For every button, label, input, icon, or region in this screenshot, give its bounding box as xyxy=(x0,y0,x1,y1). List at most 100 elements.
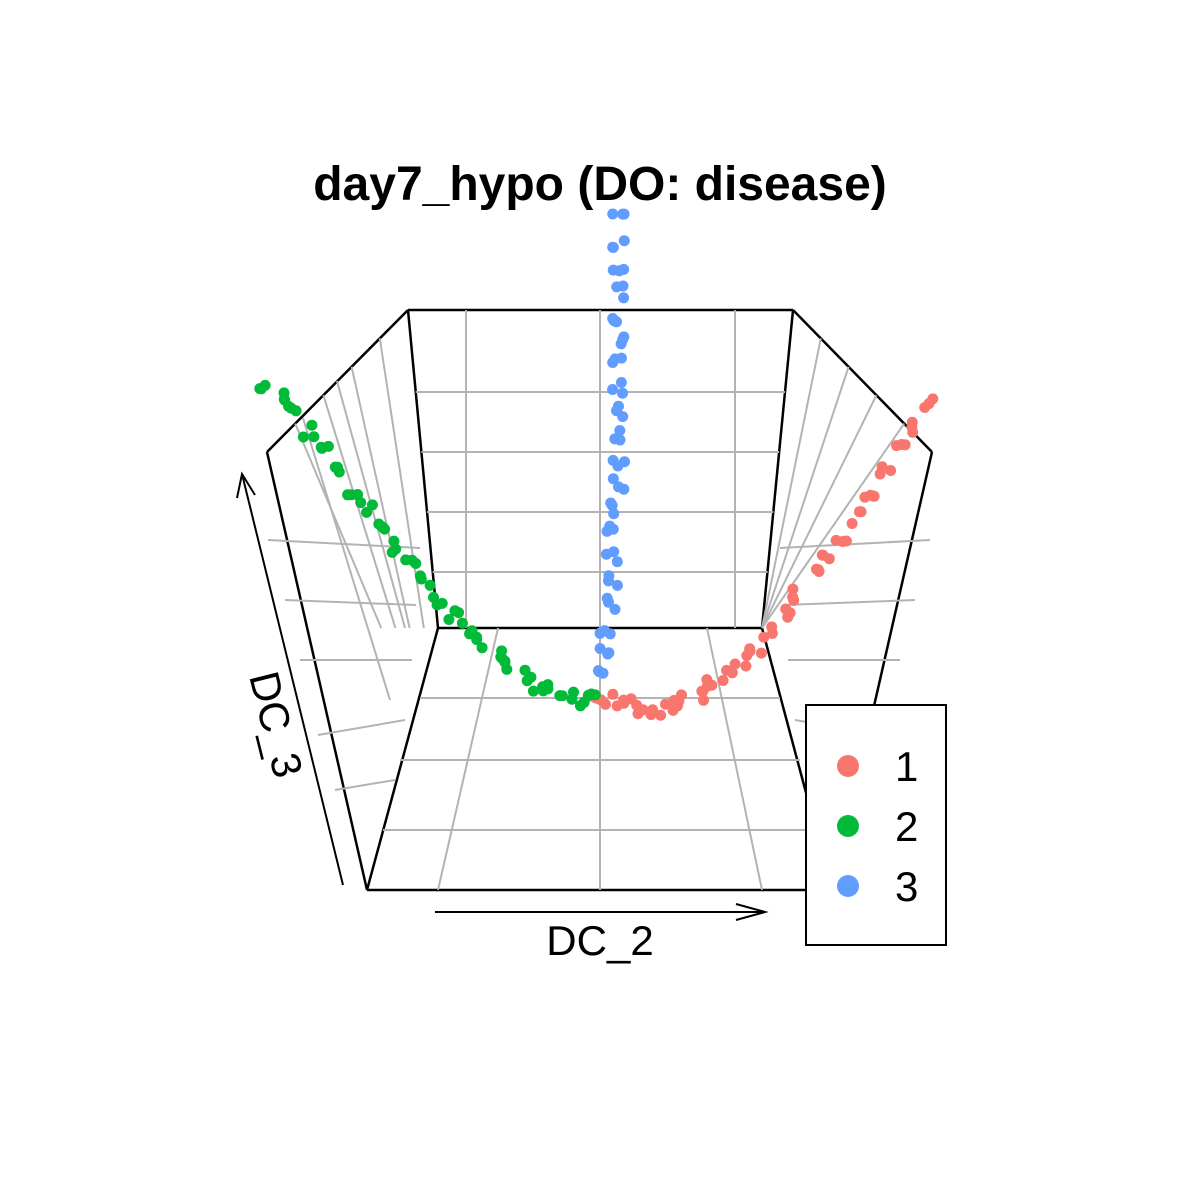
data-point-series-1 xyxy=(721,664,733,676)
legend-box xyxy=(805,704,947,946)
data-point-series-1 xyxy=(655,709,667,721)
data-point-series-1 xyxy=(919,402,931,413)
data-point-series-1 xyxy=(758,631,770,643)
data-point-series-1 xyxy=(701,680,713,692)
grid-line xyxy=(302,417,391,701)
data-point-series-2 xyxy=(308,431,320,443)
data-point-series-2 xyxy=(290,405,302,417)
data-point-series-2 xyxy=(456,617,468,629)
data-point-series-1 xyxy=(846,518,858,529)
grid-line xyxy=(284,599,417,606)
data-point-series-3 xyxy=(607,208,619,220)
data-point-series-3 xyxy=(607,313,619,324)
legend-label-1: 1 xyxy=(895,743,918,790)
legend-marker-3 xyxy=(837,875,859,897)
data-point-series-1 xyxy=(830,534,842,546)
data-point-series-2 xyxy=(388,535,400,547)
data-point-series-1 xyxy=(874,468,886,480)
data-point-series-3 xyxy=(617,280,629,292)
data-point-series-1 xyxy=(885,465,897,476)
grid-line xyxy=(761,366,850,629)
data-point-series-1 xyxy=(899,439,911,451)
data-point-series-3 xyxy=(618,208,630,220)
grid-lines xyxy=(267,310,931,891)
data-point-series-2 xyxy=(366,499,378,511)
y-axis-label: DC_3 xyxy=(240,667,312,783)
grid-line xyxy=(322,394,397,629)
data-point-series-3 xyxy=(608,508,620,520)
data-point-series-1 xyxy=(717,675,729,686)
data-point-series-2 xyxy=(537,681,549,693)
data-point-series-1 xyxy=(811,563,822,575)
data-point-series-3 xyxy=(613,265,625,277)
data-point-series-2 xyxy=(373,518,385,530)
grid-line xyxy=(350,366,411,629)
x-axis-label: DC_2 xyxy=(546,917,653,964)
data-point-series-1 xyxy=(823,553,835,565)
data-point-series-3 xyxy=(616,352,627,364)
data-point-series-3 xyxy=(618,483,630,495)
data-point-series-2 xyxy=(443,614,455,625)
data-point-series-2 xyxy=(578,696,590,708)
data-point-series-3 xyxy=(607,473,619,485)
data-point-series-3 xyxy=(594,643,606,654)
data-point-series-1 xyxy=(787,583,799,595)
data-point-series-2 xyxy=(332,461,343,473)
chart-title: day7_hypo (DO: disease) xyxy=(313,158,887,211)
data-point-series-1 xyxy=(631,699,643,711)
data-point-series-3 xyxy=(609,603,621,615)
data-point-series-3 xyxy=(611,579,623,591)
grid-line xyxy=(761,423,906,629)
data-point-series-2 xyxy=(495,651,507,663)
data-point-series-2 xyxy=(414,570,426,582)
grid-line xyxy=(378,338,425,629)
data-point-series-3 xyxy=(594,627,606,639)
x-axis-arrow xyxy=(435,903,769,921)
y-axis-arrow xyxy=(236,471,344,886)
data-point-series-3 xyxy=(605,497,617,509)
data-point-series-2 xyxy=(453,607,465,619)
data-point-series-3 xyxy=(604,628,616,640)
grid-line xyxy=(761,394,878,629)
data-point-series-3 xyxy=(617,387,628,399)
data-point-series-3 xyxy=(615,377,627,388)
data-point-series-2 xyxy=(466,625,478,637)
data-point-series-2 xyxy=(521,675,533,687)
data-point-series-2 xyxy=(297,431,309,443)
data-point-series-3 xyxy=(611,556,623,568)
data-point-series-2 xyxy=(322,440,334,452)
data-point-series-2 xyxy=(254,383,266,395)
data-point-series-3 xyxy=(617,411,629,423)
data-point-series-2 xyxy=(342,489,354,501)
data-point-series-2 xyxy=(410,558,422,569)
grid-line xyxy=(294,423,383,629)
legend-label-3: 3 xyxy=(895,863,918,910)
data-point-series-1 xyxy=(740,660,752,672)
data-point-series-2 xyxy=(386,546,398,558)
grid-line xyxy=(783,599,916,606)
data-point-series-1 xyxy=(660,698,671,710)
legend-label-2: 2 xyxy=(895,803,918,850)
legend: 1 2 3 xyxy=(805,704,947,946)
data-point-series-3 xyxy=(614,434,626,446)
data-point-series-1 xyxy=(698,694,709,706)
data-point-series-1 xyxy=(855,506,867,518)
data-point-series-3 xyxy=(618,235,630,247)
data-point-series-1 xyxy=(645,709,657,721)
data-point-series-3 xyxy=(615,338,627,350)
data-point-series-3 xyxy=(603,570,615,582)
box-edge xyxy=(406,309,440,629)
data-point-series-1 xyxy=(607,688,619,700)
data-point-series-1 xyxy=(618,697,630,709)
data-point-series-1 xyxy=(865,489,877,501)
grid-line xyxy=(334,779,396,791)
data-point-series-2 xyxy=(527,685,539,697)
data-point-series-3 xyxy=(603,596,614,608)
data-point-series-3 xyxy=(618,292,630,304)
data-point-series-2 xyxy=(361,506,373,518)
data-point-series-2 xyxy=(431,599,443,611)
data-point-series-1 xyxy=(600,698,611,710)
data-point-series-3 xyxy=(614,425,626,436)
data-point-series-2 xyxy=(424,579,436,591)
